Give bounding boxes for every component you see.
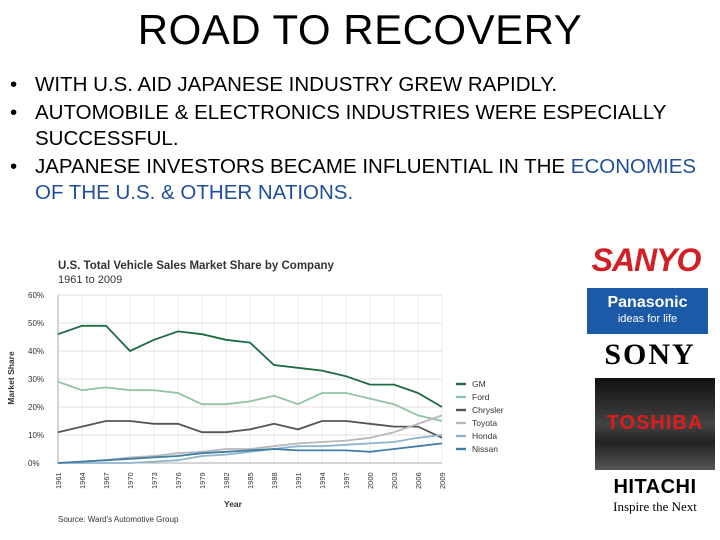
- bullet-item: JAPANESE INVESTORS BECAME INFLUENTIAL IN…: [8, 154, 708, 206]
- chart-title: U.S. Total Vehicle Sales Market Share by…: [58, 260, 334, 272]
- sony-logo: SONY: [588, 338, 712, 374]
- y-tick-label: 10%: [28, 431, 44, 440]
- x-tick-label: 1961: [54, 472, 63, 489]
- legend-label: Chrysler: [472, 405, 504, 415]
- x-tick-label: 1982: [222, 472, 231, 489]
- bullet-text: JAPANESE INVESTORS BECAME INFLUENTIAL IN…: [35, 155, 566, 178]
- x-tick-label: 1976: [174, 472, 183, 489]
- legend-label: Nissan: [472, 444, 498, 454]
- legend-label: GM: [472, 379, 486, 389]
- toshiba-logo-text: TOSHIBA: [606, 412, 704, 434]
- x-tick-label: 2006: [414, 472, 423, 489]
- bullet-list: WITH U.S. AID JAPANESE INDUSTRY GREW RAP…: [8, 72, 708, 208]
- sanyo-logo: SANYO: [580, 238, 712, 282]
- hitachi-logo: HITACHI Inspire the Next: [595, 476, 715, 528]
- y-tick-label: 0%: [28, 459, 40, 468]
- y-tick-label: 20%: [28, 403, 44, 412]
- x-tick-label: 1997: [342, 472, 351, 489]
- x-tick-label: 1973: [150, 472, 159, 489]
- y-tick-label: 40%: [28, 347, 44, 356]
- y-tick-label: 30%: [28, 375, 44, 384]
- panasonic-logo-text: Panasonic: [607, 294, 688, 311]
- toshiba-logo: TOSHIBA: [595, 378, 715, 470]
- sanyo-logo-text: SANYO: [591, 242, 702, 278]
- series-line-gm: [57, 324, 443, 408]
- panasonic-tagline: ideas for life: [617, 313, 678, 325]
- x-tick-label: 1979: [198, 472, 207, 489]
- x-tick-label: 1970: [126, 472, 135, 489]
- bullet-text-highlight: ECONOMIES OF THE U.S. & OTHER NATIONS.: [35, 155, 697, 204]
- hitachi-tagline: Inspire the Next: [613, 499, 697, 514]
- series-line-toyota: [57, 414, 443, 464]
- series-line-nissan: [57, 442, 443, 464]
- y-tick-label: 50%: [28, 319, 44, 328]
- bullet-text: WITH U.S. AID JAPANESE INDUSTRY GREW RAP…: [35, 73, 558, 96]
- chart-subtitle: 1961 to 2009: [58, 274, 123, 286]
- x-tick-label: 2009: [438, 472, 447, 489]
- legend-label: Honda: [472, 431, 497, 441]
- y-tick-label: 60%: [28, 291, 44, 300]
- x-tick-label: 1985: [246, 472, 255, 489]
- sony-logo-text: SONY: [604, 338, 696, 371]
- x-tick-label: 1991: [294, 472, 303, 489]
- y-axis-label: Market Share: [6, 351, 16, 405]
- slide-title: ROAD TO RECOVERY: [137, 6, 583, 53]
- bullet-text: AUTOMOBILE & ELECTRONICS INDUSTRIES WERE…: [35, 101, 667, 150]
- bullet-item: WITH U.S. AID JAPANESE INDUSTRY GREW RAP…: [8, 72, 708, 98]
- panasonic-logo: Panasonic ideas for life: [587, 288, 708, 334]
- x-tick-label: 1967: [102, 472, 111, 489]
- legend-label: Ford: [472, 392, 490, 402]
- x-tick-label: 1994: [318, 472, 327, 489]
- series-line-chrysler: [57, 420, 443, 439]
- x-axis-label: Year: [224, 499, 243, 509]
- hitachi-logo-text: HITACHI: [613, 476, 697, 498]
- x-tick-label: 2000: [366, 472, 375, 489]
- market-share-chart: U.S. Total Vehicle Sales Market Share by…: [0, 250, 520, 540]
- x-tick-label: 2003: [390, 472, 399, 489]
- x-tick-label: 1988: [270, 472, 279, 489]
- series-line-ford: [57, 380, 443, 422]
- chart-plot: 0% 10% 20% 30% 40% 50% 60% 1961 1964 1967 1970 1973…: [6, 291, 504, 509]
- chart-source: Source: Ward's Automotive Group: [58, 515, 179, 524]
- bullet-item: AUTOMOBILE & ELECTRONICS INDUSTRIES WERE…: [8, 100, 708, 152]
- legend-label: Toyota: [472, 418, 497, 428]
- x-tick-label: 1964: [78, 472, 87, 489]
- series-line-honda: [58, 434, 443, 464]
